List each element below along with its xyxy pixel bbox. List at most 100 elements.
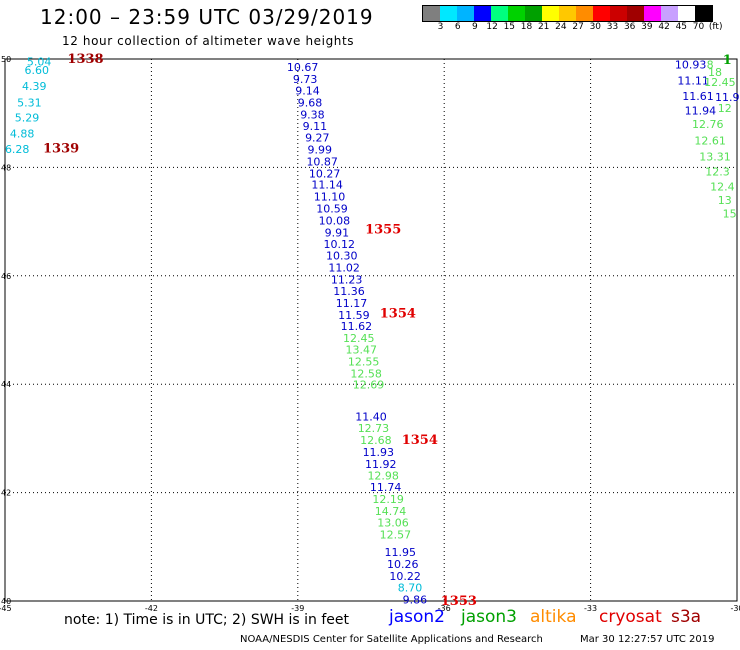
color-scale-swatch (474, 6, 491, 21)
wave-height-label: 11.92 (365, 458, 397, 471)
wave-height-label: 12.55 (348, 355, 380, 368)
wave-height-label: 12.3 (705, 166, 730, 179)
color-scale-swatch (610, 6, 627, 21)
wave-height-label: 11.11 (677, 75, 709, 88)
color-scale-tick: 12 (486, 22, 498, 32)
wave-height-label: 11.59 (338, 309, 370, 322)
legend-item-s3a: s3a (671, 607, 702, 627)
color-scale-tick: 42 (658, 22, 670, 32)
wave-height-label: 10.12 (324, 238, 356, 251)
wave-height-label: 15 (723, 207, 737, 220)
color-scale-tick: 24 (555, 22, 567, 32)
longitude-tick-label: -33 (584, 604, 597, 613)
wave-height-label: 8.70 (398, 581, 423, 594)
pass-number-label: 1338 (67, 52, 103, 67)
map-frame (4, 58, 738, 602)
wave-height-label: 12.58 (350, 367, 382, 380)
wave-height-label: 4.39 (22, 80, 47, 93)
color-scale-tick: 18 (520, 22, 533, 32)
color-scale-tick: 3 (437, 22, 444, 32)
wave-height-label: 13.06 (377, 516, 409, 529)
color-scale-tick: 15 (503, 22, 516, 32)
generation-timestamp: Mar 30 12:27:57 UTC 2019 (580, 634, 715, 645)
wave-height-label: 10.59 (316, 203, 348, 216)
wave-height-label: 12.4 (710, 180, 735, 193)
wave-height-label: 5.29 (15, 112, 40, 125)
wave-height-label: 6.60 (24, 64, 49, 77)
color-scale-swatch (508, 6, 525, 21)
longitude-tick-label: -39 (291, 604, 304, 613)
wave-height-label: 11.17 (336, 297, 368, 310)
longitude-tick-label: -36 (438, 604, 451, 613)
wave-height-label: 12.45 (704, 76, 736, 89)
color-scale-tick: 9 (472, 22, 478, 32)
wave-height-label: 9.73 (293, 73, 318, 86)
wave-height-label: 11.9 (715, 91, 740, 104)
wave-height-label: 9.99 (308, 144, 333, 157)
wave-height-label: 9.86 (403, 593, 428, 606)
wave-height-label: 9.14 (295, 84, 320, 97)
color-scale-tick: 27 (572, 22, 584, 32)
color-scale-tick: 33 (606, 22, 619, 32)
wave-height-label: 11.61 (682, 90, 714, 103)
wave-height-label: 4.88 (10, 127, 35, 140)
wave-height-label: 10.93 (675, 58, 707, 71)
wave-height-label: 11.23 (331, 274, 363, 287)
legend-item-jason2: jason2 (389, 607, 445, 627)
legend-item-jason3: jason3 (461, 607, 517, 627)
wave-height-label: 11.10 (314, 191, 346, 204)
wave-height-label: 6.28 (5, 143, 30, 156)
pass-number-label: 1 (723, 53, 732, 68)
wave-height-label: 14.74 (375, 505, 407, 518)
wave-height-label: 12 (718, 102, 732, 115)
wave-height-label: 18 (708, 66, 722, 79)
wave-height-label: 12.68 (360, 434, 392, 447)
wave-height-label: 12.45 (343, 332, 375, 345)
pass-number-label: 1339 (43, 141, 79, 156)
color-scale-tick: 6 (454, 22, 461, 32)
color-scale-tick: 39 (641, 22, 653, 32)
wave-height-label: 10.67 (287, 61, 319, 74)
footer-note: note: 1) Time is in UTC; 2) SWH is in fe… (64, 612, 350, 628)
wave-height-label: 10.08 (319, 215, 351, 228)
pass-number-label: 1354 (402, 433, 438, 448)
legend-item-cryosat: cryosat (599, 607, 662, 627)
pass-number-label: 1355 (365, 223, 401, 238)
color-scale-swatch (576, 6, 593, 21)
wave-height-label: 11.74 (370, 481, 402, 494)
color-scale-ticks: 3 6 9 12 15 18 21 24 27 30 33 36 39 42 45 70 (ft) (422, 22, 740, 34)
wave-height-label: 5.31 (17, 96, 42, 109)
wave-height-label: 12.76 (692, 118, 724, 131)
credit-line: NOAA/NESDIS Center for Satellite Applica… (240, 634, 543, 645)
color-scale-swatch (559, 6, 576, 21)
wave-height-label: 9.11 (303, 120, 328, 133)
latitude-tick-label: 48 (1, 163, 11, 172)
longitude-tick-label: -45 (0, 604, 12, 613)
latitude-tick-label: 46 (1, 272, 11, 281)
wave-height-label: 12.98 (367, 469, 399, 482)
color-scale-swatch (525, 6, 542, 21)
color-scale-tick: 21 (537, 22, 550, 32)
wave-height-label: 9.68 (298, 96, 323, 109)
color-scale-swatch (627, 6, 644, 21)
map-title: 12:00 – 23:59 UTC 03/29/2019 (40, 5, 374, 29)
map-subtitle: 12 hour collection of altimeter wave hei… (62, 34, 355, 48)
color-scale-swatch (542, 6, 559, 21)
color-scale-swatch (661, 6, 678, 21)
wave-height-label: 9.91 (325, 226, 350, 239)
latitude-tick-label: 50 (1, 55, 11, 64)
color-scale-swatch (457, 6, 474, 21)
color-scale-swatch (678, 6, 695, 21)
wave-height-label: 11.95 (385, 546, 417, 559)
longitude-tick-label: -42 (145, 604, 158, 613)
color-scale-bar (422, 5, 713, 22)
wave-height-label: 10.87 (306, 155, 338, 168)
wave-height-label: 11.62 (341, 320, 373, 333)
pass-number-label: 1353 (441, 594, 477, 609)
wave-height-label: 9.27 (305, 132, 330, 145)
color-scale-swatch (644, 6, 661, 21)
wave-height-label: 11.02 (328, 262, 360, 275)
wave-height-label: 11.93 (363, 446, 395, 459)
color-scale-tick: (ft) (708, 22, 723, 32)
